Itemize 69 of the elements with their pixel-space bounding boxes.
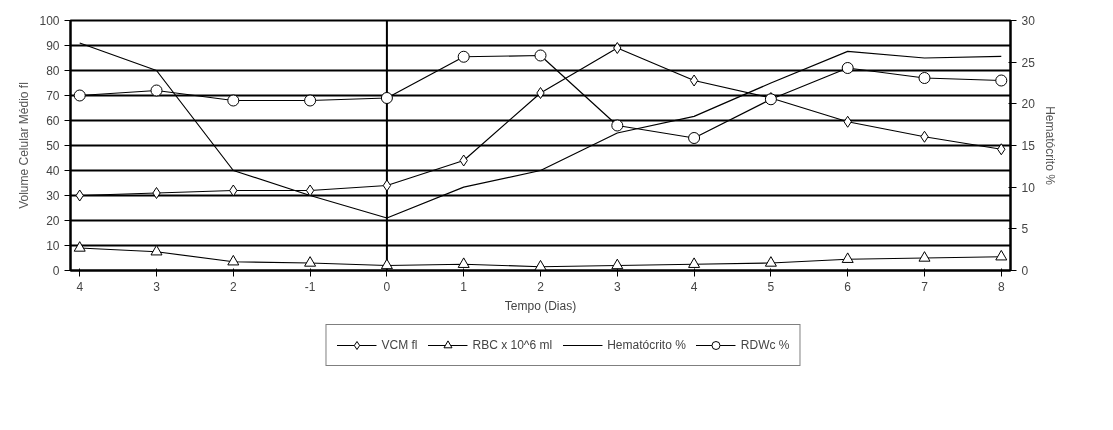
y-tick-label: 70 — [46, 89, 60, 103]
point — [536, 87, 545, 99]
x-tick-label: -1 — [304, 279, 316, 294]
point — [73, 89, 86, 102]
point — [611, 258, 624, 270]
x-tick-label: 3 — [153, 279, 161, 294]
point — [382, 179, 392, 192]
y-tick-label: 20 — [46, 214, 60, 228]
y-tick-label: 30 — [46, 189, 60, 203]
x-tick-label: 5 — [767, 279, 775, 294]
y2-tick-label: 30 — [1021, 14, 1036, 28]
point — [688, 132, 701, 144]
point — [152, 187, 161, 199]
y-tick-label: 100 — [39, 14, 60, 28]
x-tick-label: 7 — [921, 279, 929, 294]
x-tick-label: 4 — [690, 279, 698, 294]
x-tick-label: 4 — [76, 279, 84, 294]
y-tick-label: 60 — [46, 114, 60, 128]
y-tick-label: 10 — [46, 239, 60, 253]
x-tick-label: 6 — [844, 279, 852, 294]
legend-label: RDWc % — [740, 338, 790, 352]
point — [764, 256, 777, 267]
y-tick-label: 50 — [46, 139, 60, 153]
y2-tick-label: 0 — [1021, 264, 1029, 278]
legend-label: VCM fl — [381, 338, 418, 352]
y-axis-title: Volume Celular Médio fl — [17, 82, 32, 209]
point — [380, 92, 393, 104]
y2-tick-label: 10 — [1021, 180, 1036, 195]
point — [150, 244, 163, 256]
legend-label: Hematócrito % — [607, 338, 686, 352]
point — [380, 258, 393, 270]
point — [73, 241, 86, 252]
point — [841, 252, 854, 263]
point — [304, 94, 317, 107]
y-tick-label: 40 — [46, 164, 60, 178]
point — [613, 42, 622, 54]
x-tick-label: 3 — [613, 279, 621, 294]
x-tick-label: 2 — [537, 279, 545, 294]
y2-tick-label: 20 — [1021, 97, 1036, 112]
point — [995, 249, 1008, 261]
point — [534, 49, 547, 62]
x-tick-label: 2 — [229, 279, 237, 294]
point — [995, 74, 1008, 87]
y2-axis-title: Hematócrito % — [1042, 106, 1057, 186]
point — [304, 256, 317, 267]
y2-tick-label: 15 — [1021, 139, 1036, 153]
point — [918, 72, 931, 84]
y-tick-label: 90 — [46, 39, 60, 53]
point — [611, 119, 624, 132]
point — [457, 50, 470, 63]
x-tick-label: 0 — [383, 279, 391, 294]
point — [688, 257, 701, 268]
point — [841, 62, 854, 74]
point — [305, 184, 315, 197]
point — [534, 259, 547, 271]
y-tick-label: 80 — [46, 64, 60, 78]
y2-tick-label: 5 — [1021, 222, 1029, 237]
point — [227, 254, 240, 266]
x-tick-label: 8 — [997, 279, 1005, 294]
legend-label: RBC x 10^6 ml — [472, 338, 553, 352]
point — [227, 94, 240, 107]
y2-tick-label: 25 — [1021, 55, 1036, 70]
point — [918, 251, 931, 262]
x-axis-title: Tempo (Dias) — [504, 298, 577, 313]
point — [150, 84, 163, 97]
x-tick-label: 1 — [460, 279, 468, 294]
point — [457, 257, 470, 268]
point — [689, 74, 699, 87]
y-tick-label: 0 — [52, 264, 60, 278]
